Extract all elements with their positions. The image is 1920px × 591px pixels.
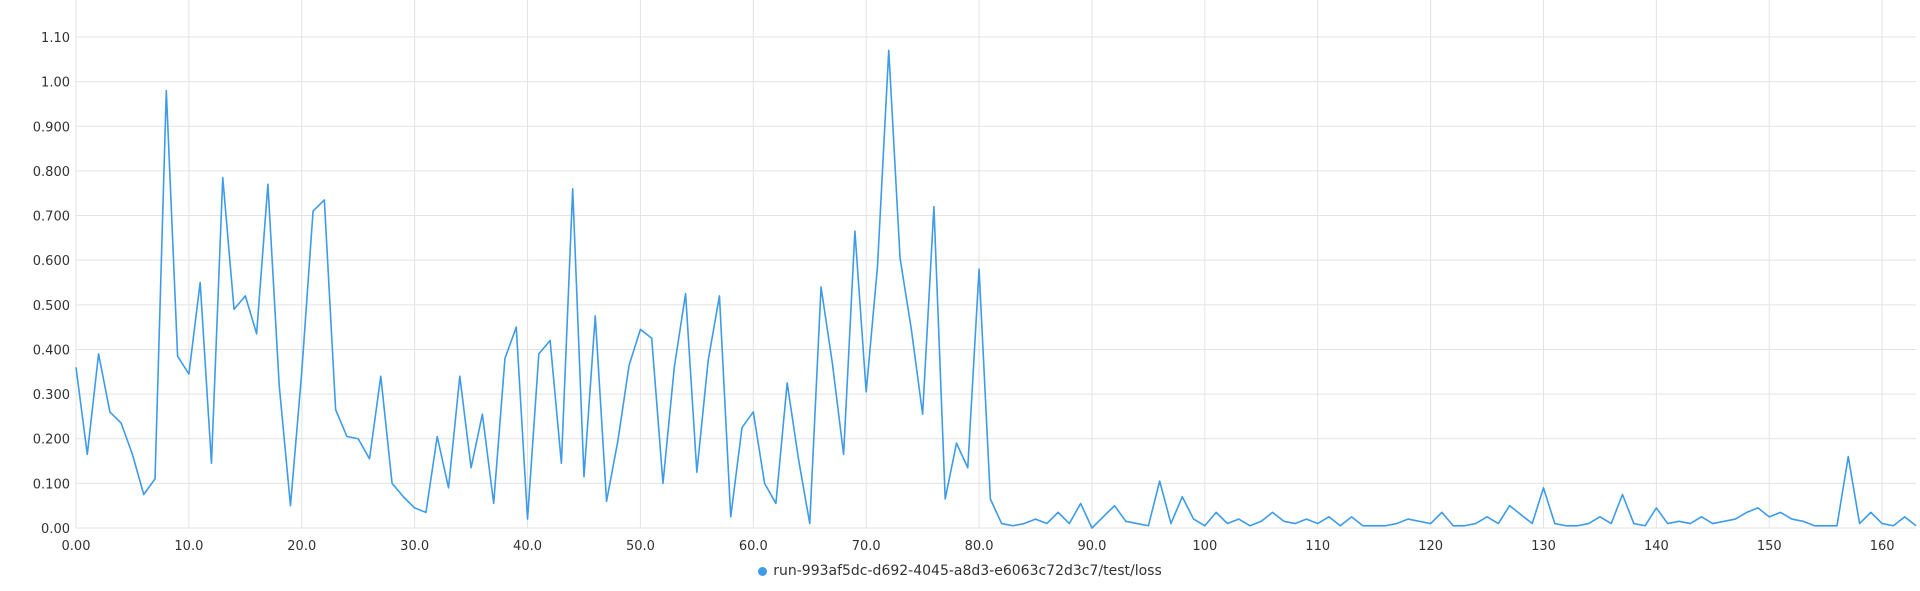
y-tick-label: 1.10 bbox=[41, 31, 70, 46]
x-tick-label: 50.0 bbox=[626, 539, 655, 554]
series-line[interactable] bbox=[75, 49, 1917, 529]
x-tick-label: 20.0 bbox=[287, 539, 316, 554]
legend: run-993af5dc-d692-4045-a8d3-e6063c72d3c7… bbox=[0, 563, 1920, 580]
x-tick-label: 90.0 bbox=[1077, 539, 1106, 554]
x-tick-label: 10.0 bbox=[174, 539, 203, 554]
y-tick-label: 0.700 bbox=[33, 210, 70, 225]
y-tick-label: 0.600 bbox=[33, 254, 70, 269]
y-tick-label: 1.00 bbox=[41, 76, 70, 91]
x-tick-label: 60.0 bbox=[739, 539, 768, 554]
x-tick-label: 120 bbox=[1418, 539, 1443, 554]
y-tick-label: 0.500 bbox=[33, 299, 70, 314]
y-tick-label: 0.200 bbox=[33, 433, 70, 448]
grid bbox=[75, 0, 1916, 529]
x-tick-label: 80.0 bbox=[965, 539, 994, 554]
x-tick-label: 140 bbox=[1644, 539, 1669, 554]
y-tick-label: 0.300 bbox=[33, 388, 70, 403]
y-tick-label: 0.800 bbox=[33, 165, 70, 180]
x-tick-label: 30.0 bbox=[400, 539, 429, 554]
x-tick-label: 160 bbox=[1870, 539, 1895, 554]
legend-marker-icon bbox=[758, 566, 768, 576]
y-tick-label: 0.00 bbox=[41, 522, 70, 537]
x-tick-label: 70.0 bbox=[852, 539, 881, 554]
series-layer bbox=[75, 49, 1917, 529]
y-tick-label: 0.100 bbox=[33, 477, 70, 492]
x-tick-label: 100 bbox=[1192, 539, 1217, 554]
x-tick-label: 40.0 bbox=[513, 539, 542, 554]
x-tick-label: 110 bbox=[1305, 539, 1330, 554]
x-tick-label: 0.00 bbox=[62, 539, 91, 554]
legend-label: run-993af5dc-d692-4045-a8d3-e6063c72d3c7… bbox=[773, 563, 1162, 579]
y-tick-label: 0.400 bbox=[33, 343, 70, 358]
x-tick-label: 150 bbox=[1757, 539, 1782, 554]
legend-item[interactable]: run-993af5dc-d692-4045-a8d3-e6063c72d3c7… bbox=[758, 563, 1162, 579]
x-tick-label: 130 bbox=[1531, 539, 1556, 554]
axis-ticks: 0.00 0.100 0.200 0.300 0.400 0.500 0.600 0.700 0… bbox=[33, 31, 1895, 554]
y-tick-label: 0.900 bbox=[33, 120, 70, 135]
